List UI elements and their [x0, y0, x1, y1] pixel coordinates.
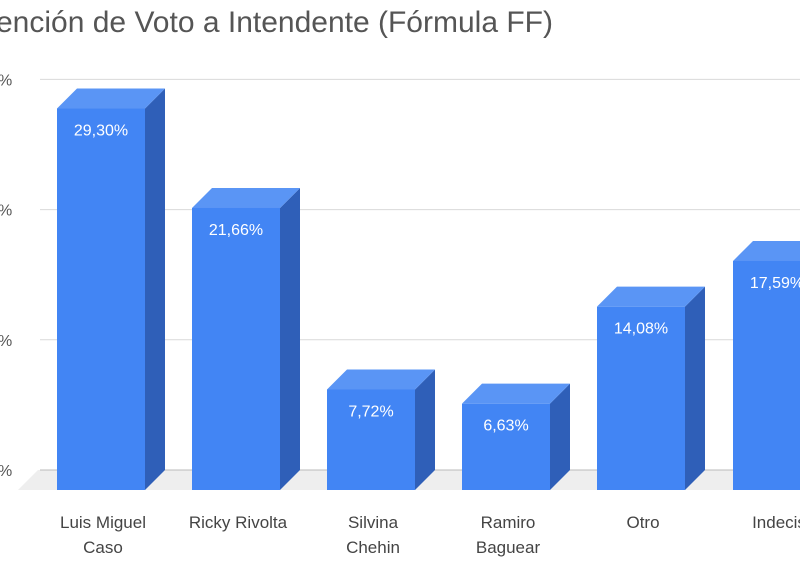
bar-value-label: 29,30%	[74, 123, 128, 140]
bar-top	[462, 383, 570, 404]
bar	[733, 260, 800, 490]
x-category-label-line: Ricky Rivolta	[189, 513, 288, 532]
x-category-label-line: Silvina	[348, 513, 399, 532]
x-category-label-line: Indecis	[752, 513, 800, 532]
bar	[327, 389, 415, 490]
x-category-label-line: Baguear	[476, 538, 541, 557]
bar-value-label: 7,72%	[348, 403, 393, 420]
x-category-label: Ramiro Baguear	[476, 513, 541, 557]
bar-side	[280, 187, 300, 490]
x-category-label-line: Luis Miguel	[60, 513, 146, 532]
bar-side	[550, 383, 570, 490]
bar-value-label: 6,63%	[483, 418, 528, 435]
bar-side	[415, 369, 435, 490]
x-category-label-line: Chehin	[346, 538, 400, 557]
x-category-label: Indecis	[752, 513, 800, 532]
bar-top	[327, 369, 435, 390]
bar-side	[685, 286, 705, 490]
bar-value-label: 21,66%	[209, 222, 263, 239]
bar	[597, 306, 685, 490]
x-category-label-line: Otro	[626, 513, 659, 532]
x-category-label: Luis Miguel Caso	[60, 513, 146, 557]
bar	[462, 403, 550, 490]
bar-top	[192, 187, 300, 208]
bar-side	[145, 88, 165, 490]
x-category-label: Otro	[626, 513, 659, 532]
x-category-label: Ricky Rivolta	[189, 513, 288, 532]
chart-title: ención de Voto a Intendente (Fórmula FF)	[0, 6, 553, 39]
bar-top	[57, 88, 165, 109]
bar-top	[597, 286, 705, 307]
y-tick-label: %	[0, 72, 12, 89]
y-tick-label: %	[0, 333, 12, 350]
bar-value-label: 17,59%	[750, 275, 800, 292]
y-tick-label: %	[0, 203, 12, 220]
bar	[192, 207, 280, 490]
y-tick-label: %	[0, 463, 12, 480]
x-category-label: Silvina Chehin	[346, 513, 400, 557]
bar-value-label: 14,08%	[614, 321, 668, 338]
x-category-label-line: Ramiro	[481, 513, 536, 532]
bar-top	[733, 240, 800, 261]
x-category-label-line: Caso	[83, 538, 123, 557]
bar	[57, 108, 145, 490]
